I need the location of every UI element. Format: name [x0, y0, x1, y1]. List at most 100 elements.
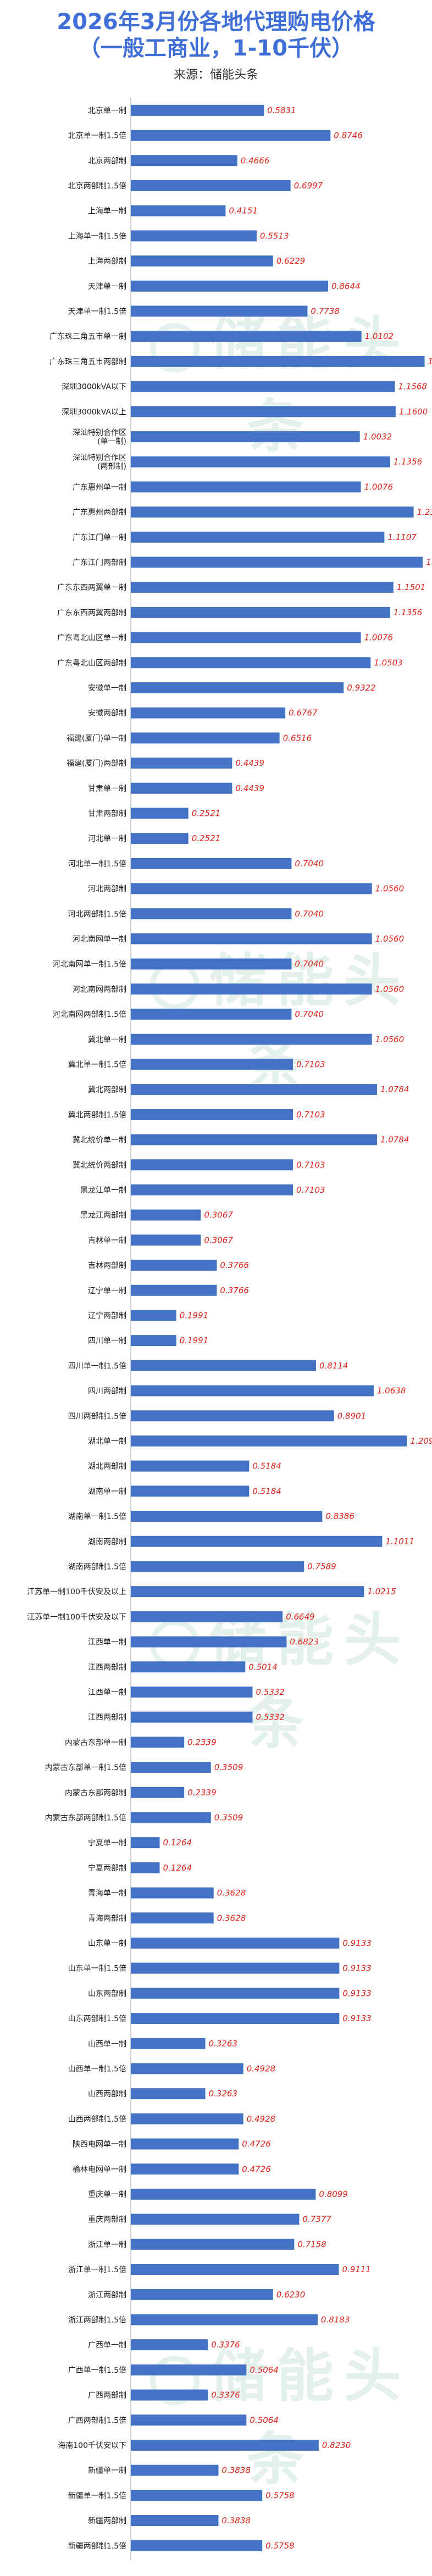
bar [131, 2113, 243, 2124]
category-label: 广东珠三角五市两部制 [49, 357, 126, 366]
bar-chart: 北京单一制 0.5831 北京单一制1.5倍 0.8746 北京两部制 0.4666 北京两… [27, 98, 432, 2561]
bar [131, 2239, 295, 2250]
category-label: 浙江单一制 [88, 2240, 126, 2249]
category-label: 内蒙古东部单一制 [65, 1738, 126, 1747]
bar [131, 607, 390, 618]
bar [131, 2213, 300, 2225]
value-label: 1.1356 [394, 608, 423, 617]
value-label: 0.7103 [296, 1185, 325, 1195]
bar [131, 2289, 273, 2300]
value-label: 0.5513 [260, 231, 289, 241]
bar [131, 507, 414, 518]
value-label: 0.7040 [295, 909, 324, 919]
category-label: 重庆两部制 [88, 2216, 126, 2224]
category-label: 江西单一制 [88, 1638, 126, 1647]
value-label: 0.5064 [250, 2365, 279, 2375]
bar [131, 456, 390, 468]
value-label: 0.8183 [321, 2314, 350, 2324]
bar [131, 1184, 293, 1195]
value-label: 0.3376 [211, 2390, 240, 2400]
value-label: 1.1600 [399, 407, 428, 416]
bar [131, 1511, 323, 1522]
bar [131, 1862, 160, 1873]
bar [131, 481, 361, 493]
value-label: 0.5064 [250, 2415, 279, 2425]
value-label: 0.8230 [322, 2440, 351, 2450]
category-label: 河北单一制 [88, 834, 126, 843]
bar [131, 1159, 293, 1171]
bar [131, 808, 189, 819]
value-label: 1.2782 [426, 557, 432, 567]
value-label: 0.3838 [221, 2466, 251, 2475]
value-label: 0.4151 [229, 206, 258, 216]
bar [131, 557, 423, 568]
category-label: 青海两部制 [88, 1914, 126, 1923]
category-label: 上海单一制 [88, 207, 126, 216]
category-label: 湖南单一制1.5倍 [68, 1512, 126, 1521]
bar [131, 2464, 219, 2476]
value-label: 0.8901 [337, 1411, 367, 1421]
category-label: 广东惠州单一制 [73, 483, 126, 492]
bar [131, 531, 385, 543]
category-label: 湖北两部制 [88, 1462, 126, 1471]
bar [131, 1812, 211, 1823]
category-label: 上海两部制 [88, 257, 126, 266]
value-label: 0.4666 [241, 155, 270, 165]
bar [131, 2163, 239, 2175]
category-label: 甘肃两部制 [88, 809, 126, 818]
bar [131, 2138, 239, 2150]
category-label: 北京单一制 [88, 107, 126, 115]
category-label: 河北单一制1.5倍 [68, 860, 126, 869]
value-label: 0.3067 [204, 1210, 233, 1220]
bar [131, 1711, 253, 1723]
category-label: 冀北统价单一制 [73, 1136, 126, 1145]
bar [131, 1209, 201, 1221]
bar [131, 1310, 176, 1321]
bar [131, 632, 361, 643]
category-label: 河北两部制1.5倍 [68, 910, 126, 919]
bar [131, 305, 308, 317]
value-label: 0.1264 [163, 1838, 192, 1848]
value-label: 0.5184 [252, 1486, 281, 1496]
bar [131, 1410, 334, 1422]
category-label: 冀北两部制1.5倍 [68, 1111, 126, 1120]
value-label: 0.1991 [180, 1336, 209, 1345]
value-label: 0.5014 [248, 1662, 278, 1672]
category-label: 浙江单一制1.5倍 [68, 2266, 126, 2274]
category-label: 新疆单一制 [88, 2467, 126, 2475]
bar [131, 230, 257, 242]
category-label: 冀北单一制1.5倍 [68, 1060, 126, 1069]
bar [131, 406, 396, 418]
value-label: 0.3509 [214, 1762, 243, 1772]
value-label: 0.9322 [347, 683, 376, 693]
value-label: 1.1107 [387, 532, 417, 542]
bar [131, 2339, 208, 2351]
bar [131, 2439, 319, 2451]
bar [131, 1385, 374, 1397]
value-label: 0.7040 [295, 1009, 324, 1019]
bar [131, 2013, 340, 2024]
value-label: 0.7738 [311, 306, 340, 316]
category-label: 山东单一制 [88, 1939, 126, 1948]
bar [131, 1084, 377, 1095]
bar [131, 180, 291, 191]
value-label: 1.0503 [374, 658, 403, 667]
value-label: 0.3376 [211, 2340, 240, 2350]
chart-header: 2026年3月份各地代理购电价格 （一般工商业，1-10千伏） 来源：储能头条 [0, 0, 432, 82]
category-label: 山东两部制1.5倍 [68, 2015, 126, 2023]
bar [131, 2364, 247, 2375]
category-label: 冀北单一制 [88, 1036, 126, 1044]
value-label: 1.0560 [375, 884, 405, 894]
bar [131, 933, 372, 944]
value-label: 0.5758 [265, 2541, 295, 2551]
value-label: 0.2339 [187, 1788, 217, 1798]
bar [131, 1059, 293, 1070]
category-label: 辽宁两部制 [88, 1311, 126, 1320]
bar [131, 1360, 317, 1371]
category-label: 福建(厦门)两部制 [67, 759, 126, 768]
value-label: 0.5184 [252, 1461, 281, 1471]
category-label: 陕西电网单一制 [73, 2140, 126, 2149]
category-label: 河北南网单一制1.5倍 [53, 960, 126, 969]
category-label: 湖南单一制 [88, 1487, 126, 1496]
category-label: 广东东西两翼单一制 [57, 583, 126, 592]
